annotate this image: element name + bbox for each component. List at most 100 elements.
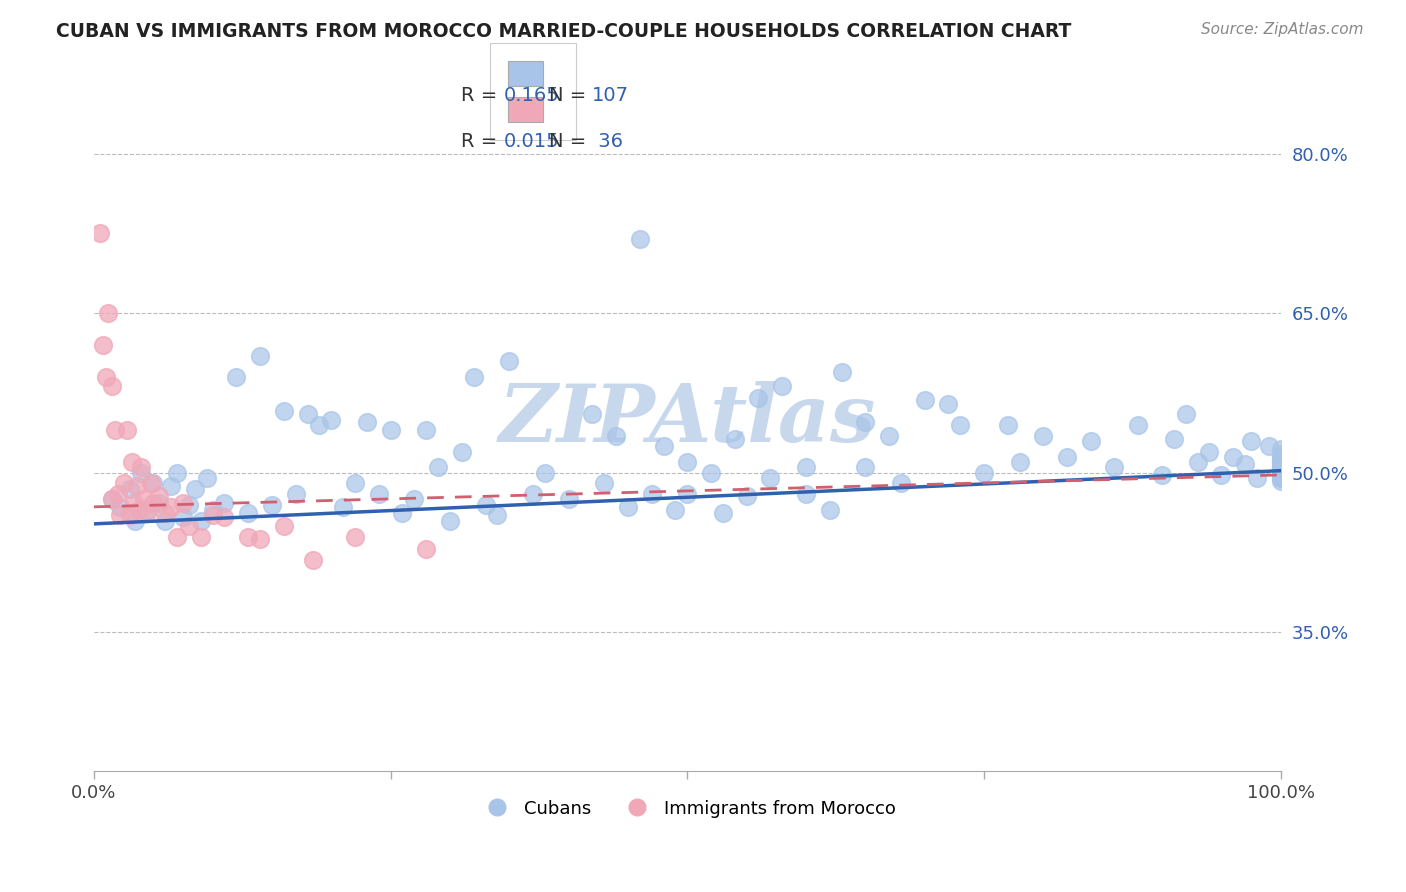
Point xyxy=(89,227,111,241)
Point xyxy=(284,487,307,501)
Text: 0.015: 0.015 xyxy=(503,132,560,151)
Point xyxy=(628,232,651,246)
Point xyxy=(107,487,129,501)
Point xyxy=(1008,455,1031,469)
Point xyxy=(148,495,170,509)
Point xyxy=(949,417,972,432)
Point xyxy=(617,500,640,514)
Point xyxy=(1270,447,1292,461)
Point xyxy=(1257,439,1279,453)
Point xyxy=(914,393,936,408)
Point xyxy=(190,530,212,544)
Point xyxy=(166,466,188,480)
Point xyxy=(664,503,686,517)
Point xyxy=(427,460,450,475)
Point xyxy=(100,378,122,392)
Point xyxy=(534,466,557,480)
Point xyxy=(225,370,247,384)
Point xyxy=(1270,471,1292,485)
Point xyxy=(770,378,793,392)
Text: R =: R = xyxy=(461,86,503,105)
Point xyxy=(640,487,662,501)
Point xyxy=(195,471,218,485)
Point xyxy=(652,439,675,453)
Point xyxy=(108,500,131,514)
Point xyxy=(1270,460,1292,475)
Point xyxy=(890,476,912,491)
Point xyxy=(973,466,995,480)
Text: N =: N = xyxy=(548,86,592,105)
Point xyxy=(172,510,194,524)
Point xyxy=(108,508,131,523)
Point xyxy=(139,476,162,491)
Point xyxy=(214,495,236,509)
Point xyxy=(112,476,135,491)
Point xyxy=(415,542,437,557)
Point xyxy=(1270,467,1292,482)
Point xyxy=(249,349,271,363)
Point xyxy=(131,466,153,480)
Point xyxy=(1187,455,1209,469)
Point xyxy=(367,487,389,501)
Point xyxy=(153,506,176,520)
Point xyxy=(380,423,402,437)
Point xyxy=(104,423,127,437)
Point xyxy=(273,519,295,533)
Point xyxy=(97,306,120,320)
Point xyxy=(1270,471,1292,485)
Point xyxy=(343,530,366,544)
Point xyxy=(1270,455,1292,469)
Point xyxy=(1270,442,1292,457)
Point xyxy=(332,500,354,514)
Point xyxy=(1240,434,1263,448)
Point xyxy=(184,482,207,496)
Point xyxy=(121,455,143,469)
Point xyxy=(1211,467,1233,482)
Point xyxy=(1246,471,1268,485)
Text: R =: R = xyxy=(461,132,503,151)
Point xyxy=(1080,434,1102,448)
Point xyxy=(831,365,853,379)
Point xyxy=(724,432,747,446)
Point xyxy=(201,508,224,523)
Point xyxy=(190,514,212,528)
Text: 36: 36 xyxy=(592,132,623,151)
Point xyxy=(818,503,841,517)
Point xyxy=(132,492,155,507)
Point xyxy=(1270,467,1292,482)
Point xyxy=(463,370,485,384)
Point xyxy=(273,404,295,418)
Point xyxy=(735,489,758,503)
Point xyxy=(115,423,138,437)
Point xyxy=(936,397,959,411)
Text: 107: 107 xyxy=(592,86,630,105)
Point xyxy=(238,530,260,544)
Point xyxy=(747,392,769,406)
Point xyxy=(1163,432,1185,446)
Point xyxy=(260,498,283,512)
Point xyxy=(593,476,616,491)
Point xyxy=(100,492,122,507)
Point xyxy=(249,532,271,546)
Point xyxy=(1032,428,1054,442)
Point xyxy=(308,417,330,432)
Point xyxy=(474,498,496,512)
Point xyxy=(1233,458,1256,472)
Point xyxy=(759,471,782,485)
Point xyxy=(142,476,165,491)
Point xyxy=(177,498,200,512)
Point xyxy=(214,510,236,524)
Point xyxy=(118,482,141,496)
Point xyxy=(1270,475,1292,489)
Point xyxy=(581,407,603,421)
Point xyxy=(100,492,122,507)
Point xyxy=(1128,417,1150,432)
Point xyxy=(1270,450,1292,464)
Point xyxy=(302,553,325,567)
Point xyxy=(711,506,734,520)
Point xyxy=(1270,455,1292,469)
Point xyxy=(321,412,343,426)
Point xyxy=(125,478,148,492)
Point xyxy=(166,530,188,544)
Point xyxy=(1150,467,1173,482)
